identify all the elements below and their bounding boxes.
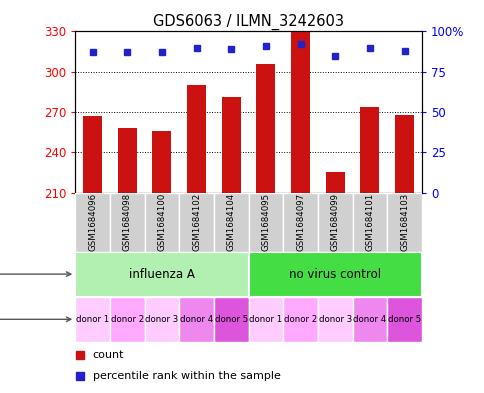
- Text: donor 3: donor 3: [318, 315, 351, 324]
- Text: GSM1684101: GSM1684101: [364, 193, 374, 251]
- Bar: [213, 193, 248, 252]
- Text: GSM1684095: GSM1684095: [261, 193, 270, 251]
- Bar: [248, 297, 283, 342]
- Text: GSM1684098: GSM1684098: [122, 193, 132, 251]
- Bar: [75, 193, 109, 252]
- Bar: [386, 193, 421, 252]
- Bar: [144, 297, 179, 342]
- Text: donor 5: donor 5: [214, 315, 247, 324]
- Bar: [144, 193, 179, 252]
- Bar: [256, 64, 275, 193]
- Text: donor 4: donor 4: [352, 315, 386, 324]
- Bar: [75, 297, 109, 342]
- Bar: [152, 131, 171, 193]
- Bar: [213, 297, 248, 342]
- Text: GSM1684104: GSM1684104: [226, 193, 235, 251]
- Bar: [75, 252, 248, 297]
- Bar: [179, 193, 213, 252]
- Text: donor 2: donor 2: [283, 315, 317, 324]
- Bar: [179, 297, 213, 342]
- Bar: [290, 31, 309, 193]
- Bar: [248, 252, 421, 297]
- Bar: [83, 116, 102, 193]
- Text: no virus control: no virus control: [288, 268, 380, 281]
- Bar: [283, 193, 318, 252]
- Text: GSM1684100: GSM1684100: [157, 193, 166, 251]
- Bar: [221, 97, 240, 193]
- Bar: [109, 297, 144, 342]
- Text: donor 1: donor 1: [249, 315, 282, 324]
- Text: donor 1: donor 1: [76, 315, 109, 324]
- Bar: [118, 128, 136, 193]
- Text: donor 5: donor 5: [387, 315, 421, 324]
- Bar: [360, 107, 378, 193]
- Bar: [386, 297, 421, 342]
- Title: GDS6063 / ILMN_3242603: GDS6063 / ILMN_3242603: [153, 14, 343, 30]
- Text: GSM1684096: GSM1684096: [88, 193, 97, 251]
- Text: donor 4: donor 4: [180, 315, 213, 324]
- Bar: [394, 115, 413, 193]
- Bar: [109, 193, 144, 252]
- Text: influenza A: influenza A: [129, 268, 195, 281]
- Text: individual: individual: [0, 314, 71, 324]
- Bar: [248, 193, 283, 252]
- Bar: [187, 85, 206, 193]
- Text: GSM1684103: GSM1684103: [399, 193, 408, 251]
- Text: donor 3: donor 3: [145, 315, 178, 324]
- Text: count: count: [92, 350, 124, 360]
- Bar: [318, 297, 352, 342]
- Bar: [325, 173, 344, 193]
- Text: infection: infection: [0, 269, 71, 279]
- Bar: [283, 297, 318, 342]
- Text: percentile rank within the sample: percentile rank within the sample: [92, 371, 280, 381]
- Bar: [352, 297, 386, 342]
- Text: GSM1684099: GSM1684099: [330, 193, 339, 251]
- Bar: [352, 193, 386, 252]
- Text: donor 2: donor 2: [110, 315, 144, 324]
- Text: GSM1684097: GSM1684097: [295, 193, 304, 251]
- Text: GSM1684102: GSM1684102: [192, 193, 201, 251]
- Bar: [318, 193, 352, 252]
